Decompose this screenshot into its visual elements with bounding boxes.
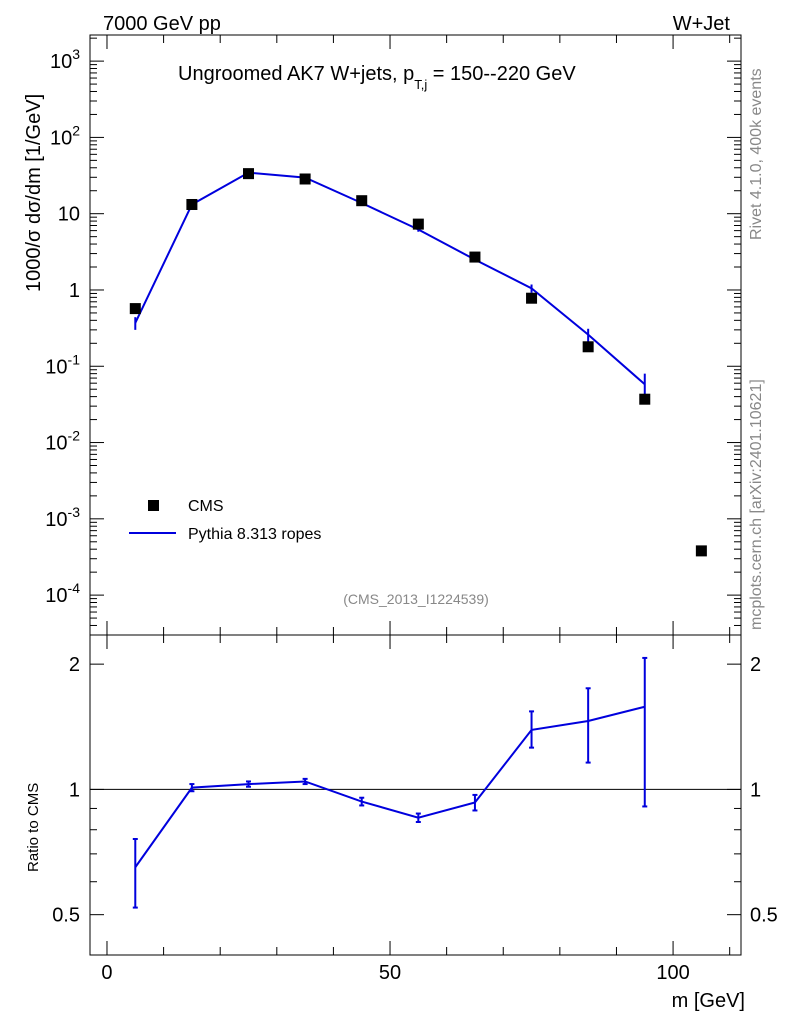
y-tick-label: 1 (69, 280, 80, 302)
ratio-y-tick-label-right: 0.5 (750, 905, 778, 927)
x-tick-label: 0 (101, 962, 112, 984)
y-tick-label: 10-2 (45, 428, 80, 455)
pythia-series-line (134, 171, 646, 386)
header-right: W+Jet (673, 13, 731, 35)
analysis-watermark: (CMS_2013_I1224539) (343, 591, 489, 607)
main-axes: 10-4 10-3 10-2 10-1 1 10 102 103 (45, 35, 741, 636)
ratio-plot-marks (132, 656, 648, 909)
y-tick-label: 103 (50, 46, 80, 73)
cms-data-point (469, 251, 481, 263)
legend-label-cms: CMS (188, 498, 224, 515)
cms-data-point (695, 545, 707, 557)
y-tick-label: 102 (50, 122, 80, 149)
legend-label-pythia: Pythia 8.313 ropes (188, 526, 321, 543)
ratio-y-tick-label-left: 1 (69, 779, 80, 801)
x-tick-label: 100 (656, 962, 689, 984)
main-plot-marks (129, 168, 707, 557)
legend-marker-cms (148, 500, 159, 511)
x-tick-label: 50 (379, 962, 401, 984)
ratio-y-tick-label-left: 0.5 (52, 905, 80, 927)
ratio-y-tick-label-left: 2 (69, 654, 80, 676)
ratio-y-tick-label-right: 2 (750, 654, 761, 676)
cms-data-point (186, 198, 198, 210)
cms-data-point (129, 303, 141, 315)
y-tick-label: 10-4 (45, 580, 80, 607)
header-left: 7000 GeV pp (103, 13, 221, 35)
ratio-series-line (134, 705, 646, 868)
main-title: Ungroomed AK7 W+jets, pT,j = 150--220 Ge… (178, 63, 576, 92)
y-tick-label: 10-1 (45, 351, 80, 378)
cms-data-point (582, 341, 594, 353)
ratio-axes: 0 50 100 0.5 0.5 1 1 2 2 (52, 635, 778, 984)
main-y-axis-label: 1000/σ dσ/dm [1/GeV] (23, 94, 45, 292)
y-tick-label: 10 (58, 204, 80, 226)
cms-data-point (243, 168, 255, 180)
cms-data-point (526, 292, 538, 304)
ratio-y-axis-label: Ratio to CMS (25, 783, 42, 872)
rivet-label: Rivet 4.1.0, 400k events (748, 68, 765, 240)
cms-data-point (299, 173, 311, 185)
y-tick-label: 10-3 (45, 504, 80, 531)
ratio-y-tick-label-right: 1 (750, 779, 761, 801)
mcplots-label: mcplots.cern.ch [arXiv:2401.10621] (748, 379, 765, 630)
cms-data-point (639, 393, 651, 405)
legend: CMS Pythia 8.313 ropes (129, 498, 321, 543)
ratio-panel-frame (89, 634, 742, 956)
main-panel-frame (89, 34, 742, 636)
cms-data-point (356, 195, 368, 207)
cms-data-point (412, 218, 424, 230)
x-axis-label: m [GeV] (672, 990, 745, 1012)
